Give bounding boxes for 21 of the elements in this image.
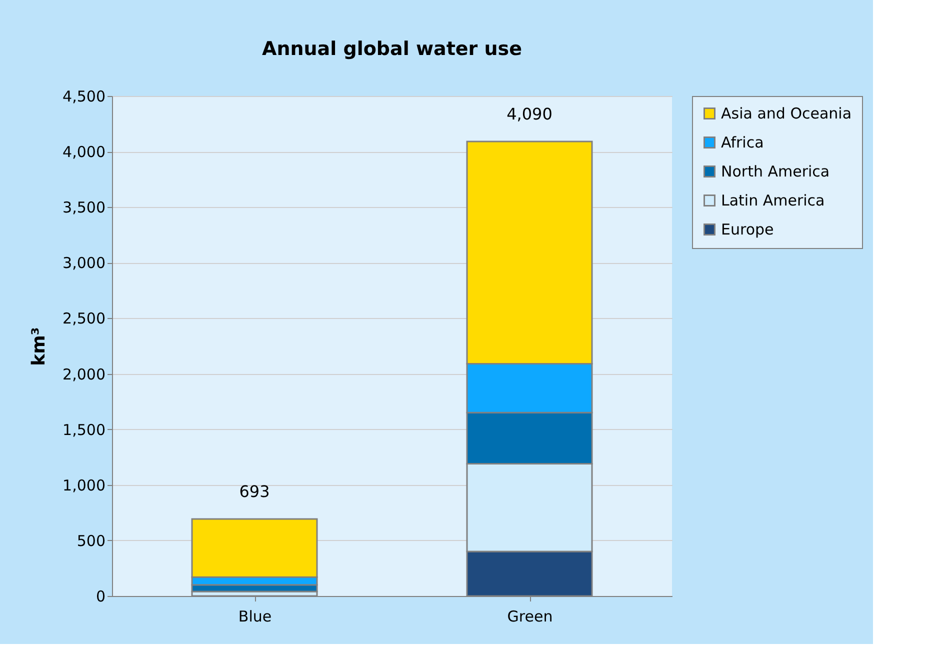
legend-label: Latin America (721, 192, 825, 210)
x-tick-label: Blue (238, 608, 272, 626)
y-tick-label: 4,500 (62, 88, 106, 106)
legend-label: Europe (721, 220, 774, 238)
y-tick-label: 1,500 (62, 420, 106, 439)
y-tick-label: 4,000 (62, 143, 106, 162)
y-tick-label: 3,000 (62, 254, 106, 272)
legend-label: North America (721, 162, 830, 180)
y-tick-label: 0 (96, 588, 106, 606)
y-tick-label: 2,500 (62, 310, 106, 328)
y-axis-title: km³ (28, 327, 50, 366)
legend-label: Africa (721, 134, 764, 152)
chart-title: Annual global water use (262, 38, 522, 60)
y-tick-label: 1,000 (62, 476, 106, 494)
total-label: 693 (239, 482, 270, 501)
total-label: 4,090 (506, 104, 552, 124)
y-tick-label: 500 (76, 532, 106, 550)
y-tick-label: 2,000 (62, 365, 106, 384)
legend-label: Asia and Oceania (721, 104, 852, 122)
y-tick-label: 3,500 (62, 198, 106, 217)
x-tick-label: Green (507, 608, 553, 626)
